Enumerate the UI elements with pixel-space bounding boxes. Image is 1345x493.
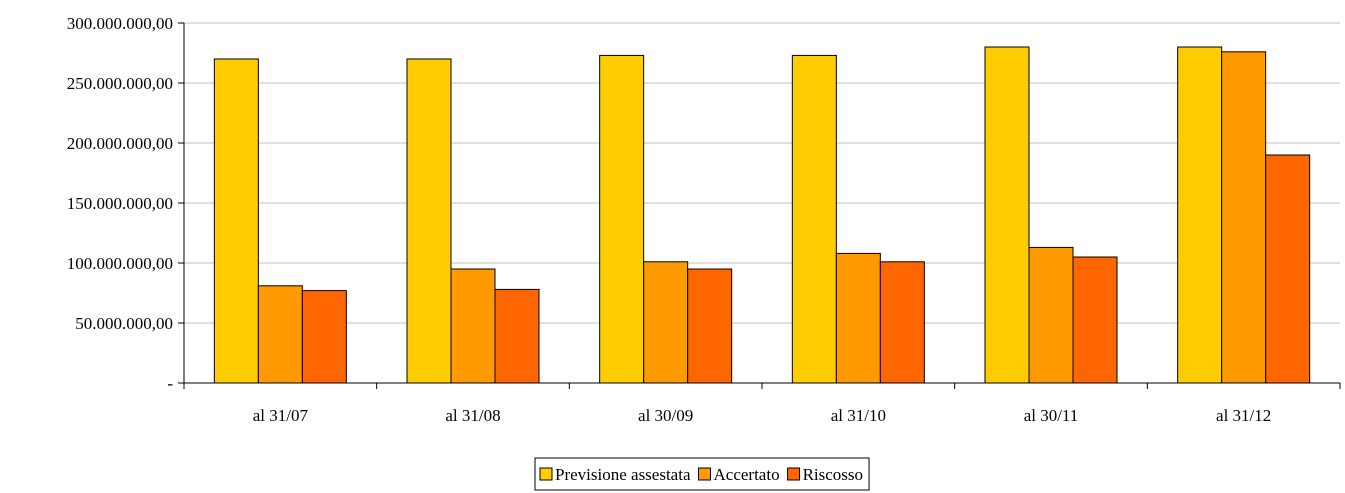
y-tick-label: 300.000.000,00 bbox=[67, 14, 173, 33]
bar-previsione-assestata-1 bbox=[213, 58, 259, 384]
bar-accertato-5 bbox=[1028, 246, 1074, 384]
legend-label: Riscosso bbox=[803, 465, 863, 484]
x-tick-label: al 31/12 bbox=[1216, 406, 1271, 425]
legend-swatch bbox=[787, 467, 801, 481]
legend-label: Accertato bbox=[714, 465, 780, 484]
bar-previsione-assestata-6 bbox=[1177, 46, 1223, 384]
bars bbox=[213, 46, 1311, 384]
x-tick-label: al 30/09 bbox=[638, 406, 693, 425]
x-tick-label: al 30/11 bbox=[1024, 406, 1079, 425]
legend-swatch bbox=[539, 467, 553, 481]
bar-accertato-3 bbox=[643, 261, 689, 384]
bar-riscosso-5 bbox=[1072, 256, 1118, 384]
legend-item-previsione-assestata: Previsione assestata bbox=[539, 465, 691, 484]
bar-riscosso-2 bbox=[494, 288, 540, 384]
bar-accertato-4 bbox=[835, 252, 881, 384]
bar-accertato-1 bbox=[257, 285, 303, 384]
legend-frame bbox=[534, 457, 870, 491]
y-axis-ticks: - 50.000.000,00 100.000.000,00 150.000.000,… bbox=[67, 14, 184, 393]
x-tick-label: al 31/10 bbox=[831, 406, 886, 425]
bar-previsione-assestata-4 bbox=[791, 54, 837, 384]
legend: Previsione assestata Accertato Riscosso bbox=[534, 457, 870, 491]
bar-accertato-6 bbox=[1221, 51, 1267, 384]
bar-previsione-assestata-2 bbox=[406, 58, 452, 384]
bar-previsione-assestata-5 bbox=[984, 46, 1030, 384]
y-tick-label: 200.000.000,00 bbox=[67, 134, 173, 153]
bar-riscosso-3 bbox=[687, 268, 733, 384]
bar-accertato-2 bbox=[450, 268, 496, 384]
legend-swatch bbox=[698, 467, 711, 481]
legend-item-accertato: Accertato bbox=[698, 465, 780, 484]
y-tick-label: 50.000.000,00 bbox=[75, 314, 173, 333]
y-tick-label: 250.000.000,00 bbox=[67, 74, 173, 93]
bar-riscosso-6 bbox=[1265, 154, 1311, 384]
gridlines bbox=[184, 22, 1340, 324]
legend-item-riscosso: Riscosso bbox=[787, 465, 863, 484]
x-tick-label: al 31/08 bbox=[445, 406, 500, 425]
legend-label: Previsione assestata bbox=[555, 465, 691, 484]
bar-riscosso-1 bbox=[301, 290, 347, 384]
y-tick-label: 150.000.000,00 bbox=[67, 194, 173, 213]
x-axis-ticks: al 31/07 al 31/08 al 30/09 al 31/10 al 30/11… bbox=[183, 383, 1341, 425]
bar-riscosso-4 bbox=[879, 261, 925, 384]
y-tick-label: - bbox=[167, 374, 173, 393]
x-tick-label: al 31/07 bbox=[253, 406, 309, 425]
bar-previsione-assestata-3 bbox=[599, 54, 645, 384]
y-tick-label: 100.000.000,00 bbox=[67, 254, 173, 273]
